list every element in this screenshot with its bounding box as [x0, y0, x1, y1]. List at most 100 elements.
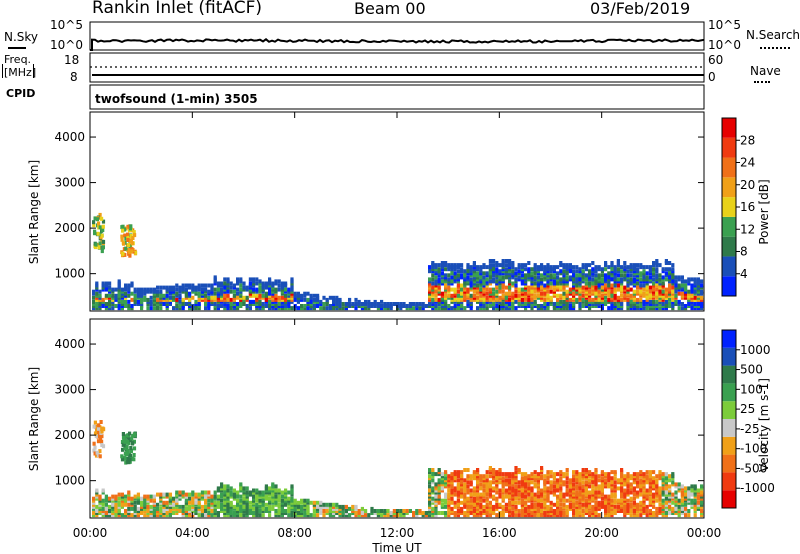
backscatter-cell	[485, 509, 489, 513]
backscatter-cell	[124, 509, 128, 513]
backscatter-cell	[95, 509, 99, 513]
backscatter-cell	[632, 263, 636, 268]
backscatter-cell	[664, 496, 668, 501]
backscatter-cell	[658, 509, 662, 513]
backscatter-cell	[498, 511, 502, 515]
backscatter-cell	[325, 302, 329, 306]
backscatter-cell	[252, 289, 256, 294]
backscatter-cell	[232, 293, 236, 298]
backscatter-cell	[428, 267, 432, 272]
backscatter-cell	[664, 306, 668, 311]
backscatter-cell	[306, 297, 310, 302]
backscatter-cell	[604, 513, 608, 518]
backscatter-cell	[572, 269, 576, 274]
backscatter-cell	[578, 474, 582, 479]
backscatter-cell	[466, 504, 470, 509]
backscatter-cell	[479, 504, 483, 509]
backscatter-cell	[581, 496, 585, 501]
backscatter-cell	[556, 500, 560, 505]
backscatter-cell	[671, 302, 675, 306]
backscatter-cell	[284, 287, 288, 292]
backscatter-cell	[623, 509, 627, 513]
backscatter-cell	[440, 498, 444, 503]
backscatter-cell	[520, 488, 524, 493]
backscatter-cell	[296, 500, 300, 505]
backscatter-cell	[520, 275, 524, 280]
backscatter-cell	[632, 486, 636, 491]
backscatter-cell	[504, 506, 508, 511]
backscatter-cell	[184, 506, 188, 511]
backscatter-cell	[268, 504, 272, 509]
backscatter-cell	[117, 513, 121, 518]
backscatter-cell	[309, 513, 313, 518]
backscatter-cell	[597, 293, 601, 298]
backscatter-cell	[696, 488, 700, 493]
backscatter-cell	[559, 306, 563, 311]
backscatter-cell	[578, 267, 582, 272]
backscatter-cell	[658, 263, 662, 268]
backscatter-cell	[469, 504, 473, 509]
backscatter-cell	[568, 496, 572, 501]
backscatter-cell	[232, 297, 236, 302]
backscatter-cell	[501, 306, 505, 311]
backscatter-cell	[312, 504, 316, 509]
backscatter-cell	[128, 457, 132, 462]
backscatter-cell	[613, 492, 617, 497]
backscatter-cell	[159, 293, 163, 298]
backscatter-cell	[604, 295, 608, 300]
backscatter-cell	[572, 509, 576, 513]
backscatter-cell	[485, 478, 489, 483]
backscatter-cell	[284, 293, 288, 298]
backscatter-cell	[220, 297, 224, 302]
backscatter-cell	[488, 482, 492, 487]
backscatter-cell	[693, 504, 697, 509]
backscatter-cell	[239, 283, 243, 288]
backscatter-cell	[306, 498, 310, 503]
backscatter-cell	[600, 273, 604, 278]
backscatter-cell	[488, 480, 492, 485]
backscatter-cell	[479, 486, 483, 491]
backscatter-cell	[684, 486, 688, 491]
backscatter-cell	[450, 500, 454, 505]
backscatter-cell	[642, 293, 646, 298]
x-axis-label: Time UT	[371, 541, 422, 554]
backscatter-cell	[280, 513, 284, 518]
backscatter-cell	[108, 504, 112, 509]
cpid-program: twofsound (1-min) 3505	[95, 92, 258, 106]
backscatter-cell	[546, 271, 550, 276]
backscatter-cell	[488, 271, 492, 276]
backscatter-cell	[181, 509, 185, 513]
backscatter-cell	[223, 293, 227, 298]
backscatter-cell	[626, 302, 630, 306]
backscatter-cell	[597, 500, 601, 505]
backscatter-cell	[136, 506, 140, 511]
backscatter-cell	[444, 273, 448, 278]
backscatter-cell	[274, 287, 278, 292]
backscatter-cell	[450, 482, 454, 487]
backscatter-cell	[575, 500, 579, 505]
backscatter-cell	[674, 293, 678, 298]
backscatter-cell	[453, 511, 457, 515]
backscatter-cell	[594, 478, 598, 483]
backscatter-cell	[524, 474, 528, 479]
backscatter-cell	[469, 271, 473, 276]
backscatter-cell	[102, 427, 106, 432]
backscatter-cell	[604, 472, 608, 477]
backscatter-cell	[575, 478, 579, 483]
backscatter-cell	[568, 263, 572, 268]
backscatter-cell	[485, 474, 489, 479]
backscatter-cell	[428, 470, 432, 475]
backscatter-cell	[687, 492, 691, 497]
backscatter-cell	[543, 494, 547, 499]
backscatter-cell	[124, 460, 128, 465]
backscatter-cell	[316, 297, 320, 302]
backscatter-cell	[594, 492, 598, 497]
backscatter-cell	[220, 287, 224, 292]
backscatter-cell	[280, 302, 284, 306]
backscatter-cell	[213, 281, 217, 286]
backscatter-cell	[306, 500, 310, 505]
backscatter-cell	[191, 509, 195, 513]
backscatter-cell	[575, 492, 579, 497]
backscatter-cell	[220, 492, 224, 497]
backscatter-cell	[492, 291, 496, 296]
